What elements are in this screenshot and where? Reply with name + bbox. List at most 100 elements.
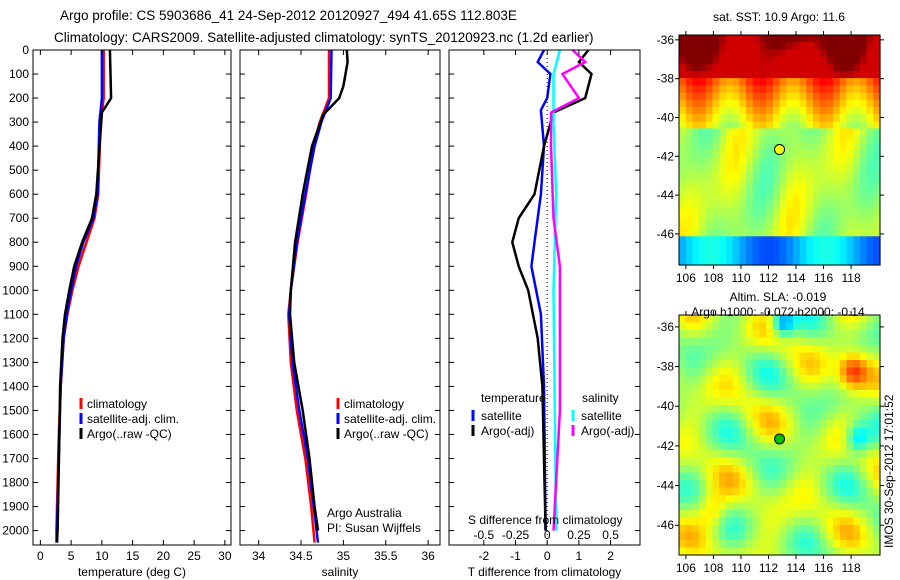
map-cell	[692, 495, 700, 504]
map-cell	[786, 63, 794, 72]
map-cell	[792, 480, 801, 489]
map-cell	[739, 128, 747, 137]
map-cell	[679, 200, 687, 209]
map-cell	[846, 85, 854, 94]
map-cell	[846, 495, 854, 504]
map-cell	[799, 510, 807, 519]
map-cell	[819, 178, 827, 187]
map-cell	[712, 525, 720, 534]
map-cell	[806, 352, 814, 361]
map-cell	[699, 367, 707, 376]
map-cell	[705, 78, 714, 86]
map-cell	[866, 221, 874, 230]
map-cell	[739, 360, 747, 369]
map-cell	[766, 250, 774, 259]
map-cell	[799, 487, 807, 496]
map-cell	[705, 495, 714, 504]
map-cell	[859, 360, 868, 369]
map-cell	[766, 150, 774, 158]
map-cell	[813, 315, 821, 324]
map-cell	[839, 78, 848, 86]
map-cell	[799, 547, 807, 556]
map-cell	[779, 200, 787, 209]
map-cell	[759, 164, 767, 173]
map-cell	[813, 128, 821, 137]
map-cell	[705, 185, 714, 194]
map-cell	[813, 360, 821, 369]
map-cell	[806, 525, 814, 534]
lon-tick-label: 106	[676, 561, 696, 575]
map-cell	[699, 345, 707, 354]
map-cell	[679, 56, 687, 65]
map-cell	[833, 510, 841, 519]
map-cell	[813, 375, 821, 384]
map-cell	[813, 178, 821, 187]
map-cell	[685, 360, 693, 369]
map-cell	[866, 128, 874, 137]
map-cell	[692, 502, 700, 511]
map-cell	[692, 236, 700, 245]
map-cell	[725, 85, 734, 94]
map-cell	[699, 472, 707, 481]
map-cell	[799, 435, 807, 444]
map-cell	[719, 427, 727, 436]
map-cell	[772, 412, 781, 421]
x-tick-label: 25	[187, 549, 201, 563]
map-cell	[766, 360, 774, 369]
map-cell	[759, 92, 767, 101]
map-cell	[873, 135, 881, 144]
map-cell	[826, 375, 834, 384]
map-cell	[826, 472, 834, 481]
map-cell	[772, 457, 781, 466]
map-cell	[826, 480, 834, 489]
map-cell	[799, 525, 807, 534]
map-cell	[699, 185, 707, 194]
map-cell	[699, 322, 707, 331]
map-cell	[759, 42, 767, 50]
y-tick-label: 800	[9, 235, 29, 249]
map-cell	[766, 322, 774, 331]
x-tick-label: 15	[126, 549, 140, 563]
map-cell	[853, 257, 861, 266]
map-cell	[679, 450, 687, 459]
map-cell	[826, 397, 834, 406]
map-cell	[766, 375, 774, 384]
map-cell	[859, 345, 868, 354]
x2-tick-label: -0.5	[473, 528, 494, 542]
map-cell	[772, 375, 781, 384]
map-cell	[806, 250, 814, 259]
map-cell	[692, 35, 700, 43]
map-cell	[779, 78, 787, 86]
map-cell	[746, 487, 754, 496]
map-cell	[806, 472, 814, 481]
map-cell	[786, 480, 794, 489]
legend-title: salinity	[582, 391, 619, 405]
map-cell	[786, 164, 794, 173]
map-cell	[786, 360, 794, 369]
map-cell	[813, 200, 821, 209]
map-cell	[712, 435, 720, 444]
map-cell	[725, 375, 734, 384]
map-cell	[833, 427, 841, 436]
map-cell	[739, 465, 747, 474]
map-cell	[739, 532, 747, 541]
map-cell	[792, 221, 801, 230]
map-cell	[792, 360, 801, 369]
map-cell	[853, 63, 861, 72]
x-axis-label: temperature (deg C)	[78, 565, 186, 579]
map-cell	[786, 250, 794, 259]
map-cell	[739, 412, 747, 421]
map-cell	[759, 330, 767, 339]
map-cell	[846, 510, 854, 519]
map-cell	[779, 85, 787, 94]
x-tick-label: 0	[37, 549, 44, 563]
map-cell	[859, 420, 868, 429]
map-cell	[712, 390, 720, 399]
map-cell	[746, 442, 754, 451]
map-cell	[712, 345, 720, 354]
map-cell	[806, 128, 814, 137]
map-cell	[799, 517, 807, 526]
map-cell	[719, 382, 727, 391]
map-cell	[839, 510, 848, 519]
map-cell	[792, 121, 801, 130]
